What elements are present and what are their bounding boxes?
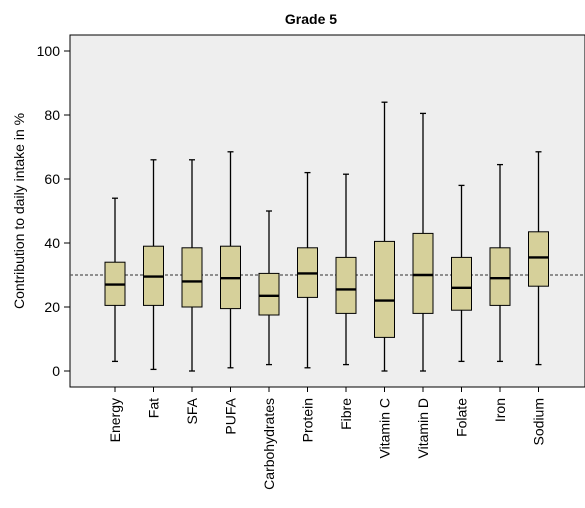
x-tick-label-8: Vitamin C: [377, 398, 393, 458]
chart-title: Grade 5: [285, 11, 337, 27]
y-axis-ticks: 0 20 40 60 80 100: [37, 43, 70, 379]
box-iqr: [451, 256, 472, 311]
x-tick-label-10: Folate: [454, 398, 470, 437]
y-tick-label-3: 60: [44, 171, 60, 187]
box-11: [489, 163, 511, 363]
x-axis-ticks: Energy Fat SFA PUFA Carbohydrates Protein Fibr…: [107, 387, 547, 490]
x-tick-label-5: Carbohydrates: [261, 398, 277, 490]
box-iqr: [181, 247, 203, 308]
box-5: [258, 210, 280, 366]
x-tick-label-2: Fat: [146, 398, 162, 418]
x-tick-label-4: PUFA: [223, 397, 239, 434]
y-tick-label-1: 20: [44, 299, 60, 315]
box-3: [181, 159, 203, 372]
plot-area: [69, 34, 585, 388]
x-tick-label-3: SFA: [184, 397, 200, 424]
box-iqr: [489, 247, 511, 306]
y-tick-label-2: 40: [44, 235, 60, 251]
box-iqr: [412, 232, 434, 314]
y-tick-label-4: 80: [44, 107, 60, 123]
box-6: [297, 171, 318, 369]
x-tick-label-12: Sodium: [531, 398, 547, 445]
box-2: [143, 159, 164, 371]
box-8: [374, 101, 395, 372]
box-9: [412, 112, 434, 372]
x-tick-label-6: Protein: [300, 398, 316, 442]
box-iqr: [528, 231, 549, 287]
box-iqr: [258, 272, 280, 316]
box-iqr: [374, 240, 395, 338]
y-tick-label-0: 0: [52, 363, 60, 379]
box-10: [451, 184, 472, 363]
box-iqr: [335, 256, 357, 314]
box-12: [528, 151, 549, 366]
y-axis-label: Contribution to daily intake in %: [11, 113, 27, 309]
x-tick-label-7: Fibre: [338, 398, 354, 430]
box-4: [220, 151, 241, 369]
box-7: [335, 173, 357, 366]
box-series: [104, 101, 549, 372]
x-tick-label-1: Energy: [107, 398, 123, 442]
box-1: [104, 197, 126, 363]
x-tick-label-11: Iron: [492, 398, 508, 422]
y-tick-label-5: 100: [37, 43, 61, 59]
x-tick-label-9: Vitamin D: [415, 398, 431, 458]
